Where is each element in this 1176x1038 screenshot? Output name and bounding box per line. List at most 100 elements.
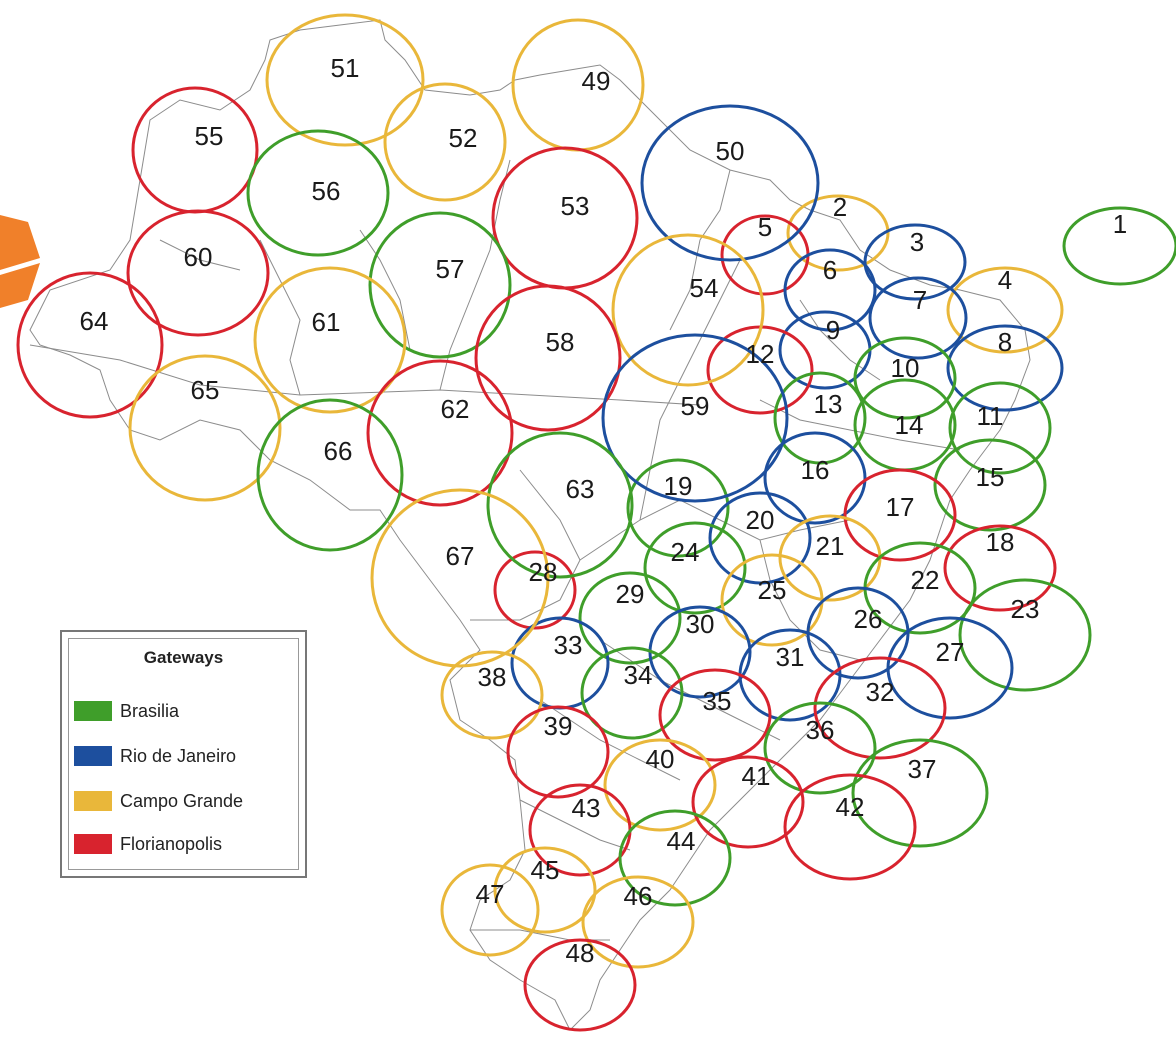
beam-48-label: 48 [566,938,595,968]
beam-44-circle [618,809,732,907]
beam-47-label: 47 [476,879,505,909]
beam-1-label: 1 [1113,209,1127,239]
beam-8-label: 8 [998,327,1012,357]
beam-14-label: 14 [895,410,924,440]
beam-27-label: 27 [936,637,965,667]
beam-7-circle [868,276,968,360]
beam-65-label: 65 [191,375,220,405]
beam-6-label: 6 [823,255,837,285]
beam-15-circle [933,438,1047,532]
beam-18-circle [943,524,1057,612]
beam-15-label: 15 [976,462,1005,492]
beam-25-label: 25 [758,575,787,605]
beam-9-label: 9 [826,315,840,345]
beam-59-label: 59 [681,391,710,421]
beam-51-label: 51 [331,53,360,83]
beam-16-label: 16 [801,455,830,485]
beam-61-label: 61 [312,307,341,337]
beam-27-circle [886,616,1014,720]
beam-67-label: 67 [446,541,475,571]
beam-29-circle [578,571,682,665]
beam-32-label: 32 [866,677,895,707]
beam-47-circle [440,863,540,957]
beam-36-circle [763,701,877,795]
beam-65-circle [128,354,282,502]
beam-3-label: 3 [910,227,924,257]
beam-49-label: 49 [582,66,611,96]
beam-35-label: 35 [703,686,732,716]
beam-29-label: 29 [616,579,645,609]
beam-59-circle [601,333,789,503]
beam-2-label: 2 [833,192,847,222]
beam-3-circle [863,223,967,301]
orange-arrow-icon [0,215,40,308]
beam-39-circle [506,705,610,799]
beam-37-label: 37 [908,754,937,784]
legend-label: Rio de Janeiro [120,745,237,766]
beam-4-circle [946,266,1064,354]
beam-60-circle [126,209,270,337]
legend-swatch [74,834,112,854]
beam-57-label: 57 [436,254,465,284]
beam-22-label: 22 [911,565,940,595]
beam-62-circle [366,359,514,507]
beam-7-label: 7 [913,285,927,315]
beam-16-circle [763,431,867,525]
beam-41-circle [691,755,805,849]
beam-2-circle [786,194,890,272]
legend-item-brasilia: Brasilia [74,700,179,722]
beam-42-circle [783,773,917,881]
legend-item-florianopolis: Florianopolis [74,833,222,855]
beam-23-label: 23 [1011,594,1040,624]
beam-17-circle [843,468,957,562]
beam-46-label: 46 [624,881,653,911]
beam-44-label: 44 [667,826,696,856]
beam-54-circle [611,233,765,387]
beam-24-circle [643,521,747,615]
beam-28-label: 28 [529,557,558,587]
beam-30-label: 30 [686,609,715,639]
beam-34-label: 34 [624,660,653,690]
beam-40-label: 40 [646,744,675,774]
beam-8-circle [946,324,1064,412]
beam-28-circle [493,550,577,630]
beam-12-label: 12 [746,339,775,369]
beam-21-label: 21 [816,531,845,561]
beam-48-circle [523,938,637,1032]
beam-54-label: 54 [690,273,719,303]
beam-24-label: 24 [671,537,700,567]
beam-6-circle [783,248,877,332]
legend-item-campo-grande: Campo Grande [74,790,243,812]
beam-19-label: 19 [664,471,693,501]
country-borders [29,19,1031,1031]
beam-38-label: 38 [478,662,507,692]
legend-label: Florianopolis [120,833,223,854]
beam-51-circle [265,13,425,147]
beam-56-label: 56 [312,176,341,206]
beam-50-circle [640,104,820,262]
beam-4-label: 4 [998,265,1012,295]
beam-53-label: 53 [561,191,590,221]
beam-34-circle [580,646,684,740]
beam-18-label: 18 [986,527,1015,557]
beam-11-circle [948,381,1052,475]
beam-39-label: 39 [544,711,573,741]
legend-label: Brasilia [120,700,180,721]
beam-64-circle [16,271,164,419]
beam-52-circle [383,82,507,202]
beam-35-circle [658,668,772,762]
beam-11-label: 11 [977,401,1004,431]
beam-46-circle [581,875,695,969]
beam-20-circle [708,491,812,585]
beam-26-label: 26 [854,604,883,634]
beam-60-label: 60 [184,242,213,272]
beam-1-circle [1062,206,1176,286]
beam-10-circle [853,336,957,420]
beam-58-label: 58 [546,327,575,357]
beam-20-label: 20 [746,505,775,535]
beam-63-circle [486,431,634,579]
beam-23-circle [958,578,1092,692]
legend-item-rio-de-janeiro: Rio de Janeiro [74,745,236,767]
beam-50-label: 50 [716,136,745,166]
legend-title: Gateways [143,648,224,667]
